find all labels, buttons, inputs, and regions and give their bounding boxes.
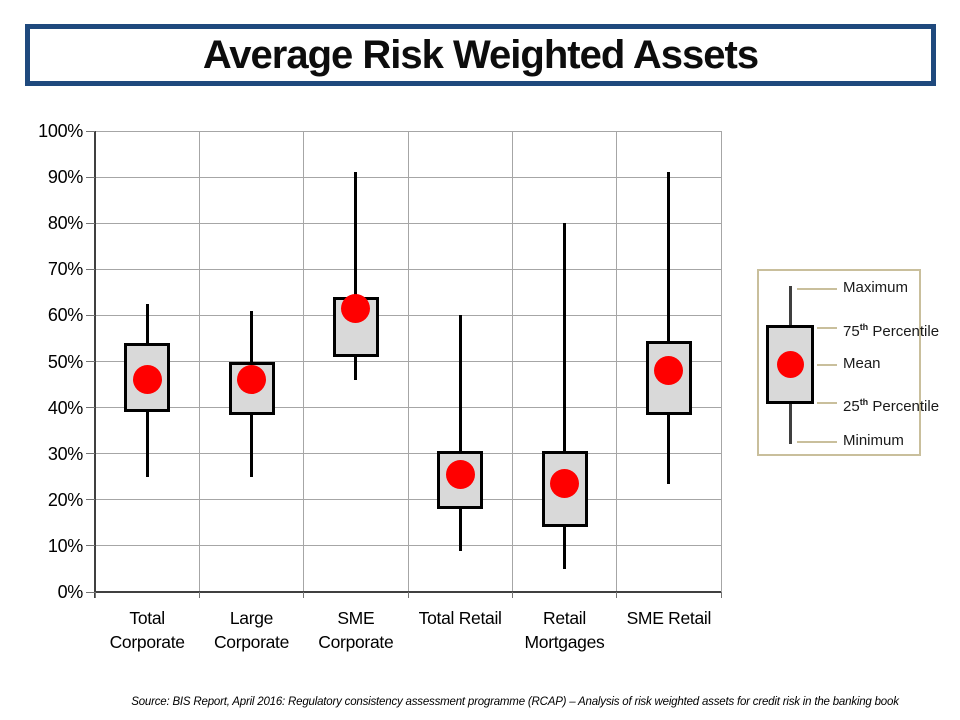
legend-callout-maximum [797,288,837,290]
y-axis-tick [86,499,95,501]
y-axis-tick [86,130,95,132]
page-title: Average Risk Weighted Assets [202,32,759,77]
v-gridline [407,131,409,592]
legend-callout-mean [817,364,837,366]
x-axis-tick [303,592,305,598]
box-whisker [667,172,671,484]
v-gridline [198,131,200,592]
v-gridline [511,131,513,592]
chart-legend: Maximum 75th Percentile Mean 25th Percen… [757,269,939,456]
y-axis-tick [86,222,95,224]
y-axis-label: 100% [38,121,83,141]
v-gridline [616,131,618,592]
legend-label-25th-percentile: 25th Percentile [843,397,940,415]
mean-dot [445,459,475,489]
legend-label-75th-percentile: 75th Percentile [843,322,940,340]
y-axis-label: 50% [47,351,83,372]
x-axis-line [95,591,721,593]
x-axis-label: Total Corporate [109,608,185,652]
y-axis-label: 70% [47,259,83,280]
legend-label-maximum: Maximum [843,279,909,296]
x-axis-tick [616,592,618,598]
legend-box-icon [766,325,814,404]
y-axis-tick [86,453,95,455]
y-axis-tick [86,314,95,316]
x-axis-label: Total Retail [418,608,502,628]
x-axis-label: Retail Mortgages [524,608,605,652]
x-axis-tick [720,592,722,598]
box-whisker [354,172,358,380]
v-gridline [720,131,722,592]
y-axis-label: 90% [47,167,83,188]
y-axis-tick [86,591,95,593]
box-body [541,451,588,528]
legend-callout-25th [817,402,837,404]
y-axis-label: 30% [47,443,83,464]
x-axis-label: SME Retail [626,608,712,628]
y-axis-tick [86,361,95,362]
y-axis-tick [86,268,95,270]
x-axis-tick [198,592,200,598]
x-axis-label: SME Corporate [318,608,394,652]
x-axis-tick [407,592,409,598]
title-box: Average Risk Weighted Assets [25,24,936,86]
v-gridline [303,131,305,592]
y-axis-label: 0% [57,582,84,602]
legend-callout-minimum [797,441,837,443]
mean-dot [132,365,162,395]
y-axis-label: 10% [47,535,83,556]
mean-dot [341,293,371,323]
x-axis-tick [94,592,96,598]
box-whisker [563,223,566,569]
legend-label-minimum: Minimum [843,432,904,449]
y-axis-line [94,131,96,598]
y-axis-tick [86,407,95,409]
source-note: Source: BIS Report, April 2016: Regulato… [131,696,899,708]
legend-mean-dot-icon [777,351,804,378]
mean-dot [550,469,579,499]
x-axis-tick [511,592,513,598]
mean-dot [654,356,684,386]
y-axis-label: 80% [47,213,83,234]
y-axis-tick [86,176,95,178]
y-axis-label: 40% [47,397,83,418]
x-axis-label: Large Corporate [213,608,290,652]
y-axis-tick [86,545,95,547]
y-axis-label: 60% [47,305,83,326]
legend-label-mean: Mean [843,355,881,372]
mean-dot [237,365,266,395]
legend-callout-75th [817,327,837,329]
box-whisker [458,315,462,551]
y-axis-label: 20% [47,489,83,510]
